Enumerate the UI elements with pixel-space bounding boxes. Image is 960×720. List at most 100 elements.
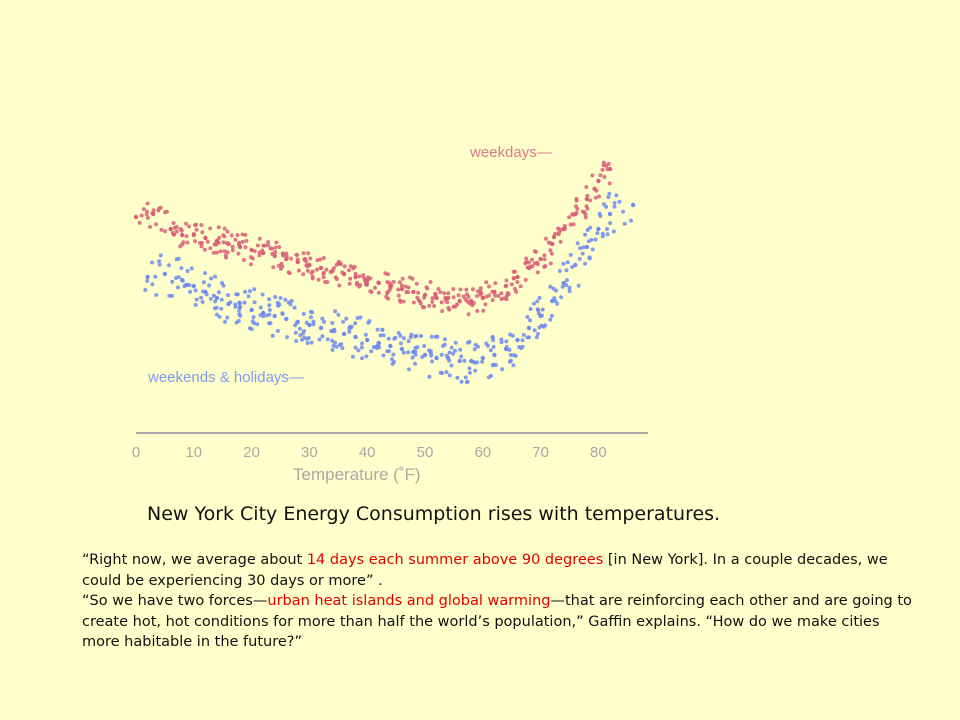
data-point: [205, 239, 210, 244]
data-point: [478, 286, 483, 291]
data-point: [348, 276, 353, 281]
data-point: [145, 278, 150, 283]
data-point: [467, 301, 472, 306]
data-point: [273, 250, 278, 254]
data-point: [492, 352, 497, 358]
x-tick-label: 10: [185, 444, 202, 461]
data-point: [399, 286, 405, 292]
data-point: [378, 333, 383, 338]
data-point: [542, 253, 547, 258]
data-point: [552, 235, 556, 240]
data-point: [337, 283, 342, 288]
data-point: [280, 311, 285, 316]
data-point: [493, 281, 498, 286]
data-point: [270, 251, 275, 256]
data-point: [191, 231, 196, 236]
data-point: [478, 292, 483, 297]
data-point: [219, 306, 224, 311]
data-point: [411, 300, 416, 305]
data-point: [193, 288, 198, 293]
data-point: [182, 284, 187, 289]
data-point: [594, 188, 599, 193]
data-point: [439, 300, 444, 305]
data-point: [250, 256, 255, 261]
data-point: [518, 284, 523, 289]
data-point: [264, 313, 269, 318]
data-point: [153, 274, 158, 279]
data-point: [249, 247, 254, 253]
data-point: [422, 344, 427, 348]
data-point: [399, 346, 405, 352]
data-point: [225, 293, 230, 298]
data-point: [230, 248, 235, 253]
data-point: [433, 292, 438, 297]
data-point: [280, 264, 285, 269]
data-point: [607, 181, 612, 186]
data-point: [532, 328, 537, 333]
data-point: [453, 340, 458, 345]
data-point: [249, 307, 254, 313]
data-point: [353, 345, 358, 350]
data-point: [605, 227, 609, 231]
data-point: [511, 363, 516, 368]
data-point: [446, 291, 451, 296]
data-point: [556, 232, 561, 237]
data-point: [201, 280, 206, 285]
data-point: [174, 229, 179, 234]
data-point: [614, 193, 619, 198]
data-point: [202, 247, 207, 252]
data-point: [211, 293, 216, 298]
data-point: [559, 227, 564, 232]
data-point: [381, 353, 386, 358]
data-point: [508, 353, 513, 357]
data-point: [511, 276, 516, 281]
data-point: [347, 281, 352, 286]
data-point: [311, 319, 316, 324]
data-point: [252, 287, 257, 292]
data-point: [338, 261, 343, 266]
data-point: [139, 213, 144, 218]
data-point: [438, 370, 443, 375]
data-point: [511, 269, 516, 274]
data-point: [276, 303, 281, 308]
data-point: [353, 334, 358, 340]
data-point: [427, 303, 432, 308]
data-point: [444, 370, 449, 375]
data-point: [187, 283, 192, 288]
data-point: [168, 226, 173, 232]
data-point: [535, 262, 540, 267]
data-point: [310, 269, 315, 274]
x-tick-label: 0: [132, 444, 140, 461]
data-point: [508, 332, 513, 337]
data-point: [429, 334, 434, 339]
data-point: [225, 241, 229, 245]
quote-2-highlight: urban heat islands and global warming: [267, 593, 551, 609]
data-point: [270, 333, 275, 338]
data-point: [257, 253, 262, 258]
data-point: [184, 234, 189, 239]
data-point: [321, 256, 326, 260]
data-point: [604, 204, 609, 209]
data-point: [179, 266, 184, 271]
data-point: [162, 271, 168, 277]
weekdays-annotation: weekdays—: [469, 144, 552, 161]
data-point: [458, 287, 463, 292]
data-point: [622, 221, 627, 226]
data-point: [398, 341, 403, 346]
data-point: [438, 290, 443, 295]
data-point: [548, 241, 553, 246]
data-point: [447, 350, 452, 355]
data-point: [381, 333, 386, 338]
data-point: [275, 300, 280, 305]
data-point: [257, 236, 262, 241]
quote-1-highlight: 14 days each summer above 90 degrees: [306, 552, 604, 568]
data-point: [465, 379, 470, 384]
data-point: [209, 276, 214, 281]
data-point: [596, 226, 601, 232]
data-point: [548, 248, 553, 253]
data-point: [318, 265, 324, 271]
data-point: [444, 353, 449, 358]
data-point: [341, 331, 347, 337]
data-point: [541, 324, 546, 329]
data-point: [365, 337, 370, 343]
